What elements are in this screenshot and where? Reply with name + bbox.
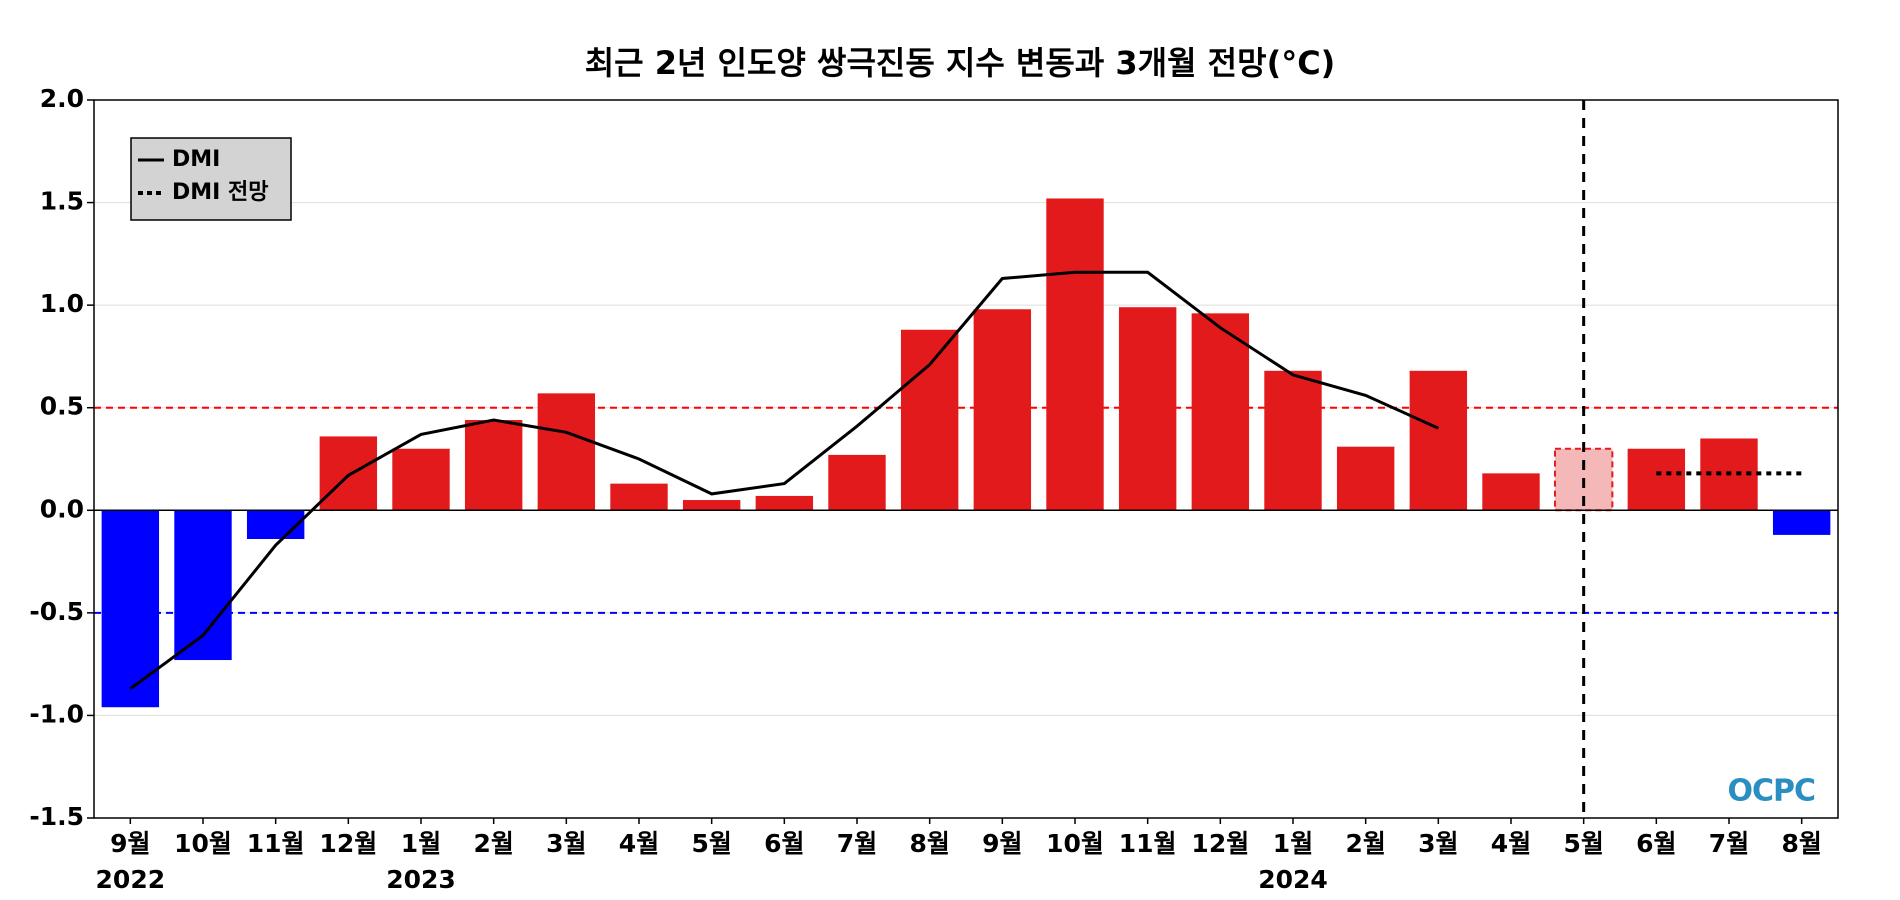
bar [101, 510, 160, 708]
y-tick-label: 1.5 [40, 187, 84, 216]
bar [682, 500, 741, 511]
bar [1336, 446, 1395, 511]
bar [392, 448, 450, 511]
bar [1118, 307, 1177, 511]
x-tick-label: 11월 [1119, 829, 1177, 858]
x-tick-label: 3월 [1418, 829, 1458, 858]
y-tick-label: -1.0 [29, 699, 84, 728]
x-tick-label: 2월 [1345, 829, 1385, 858]
bar [246, 510, 305, 540]
y-tick-label: 0.0 [40, 494, 84, 523]
bar [1046, 198, 1104, 511]
x-tick-label: 2월 [473, 829, 513, 858]
bar [828, 454, 886, 511]
x-tick-label: 5월 [691, 829, 731, 858]
x-tick-label: 6월 [764, 829, 804, 858]
year-label: 2024 [1258, 865, 1328, 894]
x-tick-label: 9월 [982, 829, 1022, 858]
bar [1264, 370, 1322, 511]
y-tick-label: 0.5 [40, 392, 84, 421]
y-tick-label: 2.0 [40, 84, 84, 113]
x-tick-label: 1월 [1273, 829, 1313, 858]
bar [319, 436, 378, 511]
x-tick-label: 8월 [909, 829, 949, 858]
logo: OCPC [1727, 774, 1815, 809]
bar [174, 510, 232, 661]
x-tick-label: 7월 [837, 829, 877, 858]
legend-box [130, 137, 292, 221]
x-tick-label: 5월 [1563, 829, 1603, 858]
bar [1482, 473, 1540, 511]
bar [1191, 313, 1250, 511]
bar [610, 483, 668, 511]
x-tick-label: 9월 [110, 829, 150, 858]
x-tick-label: 1월 [401, 829, 441, 858]
x-tick-label: 10월 [174, 829, 232, 858]
legend-label: DMI 전망 [172, 180, 268, 205]
bar [1409, 370, 1468, 511]
x-tick-label: 6월 [1636, 829, 1676, 858]
y-tick-label: -1.5 [29, 802, 84, 831]
x-tick-label: 4월 [619, 829, 659, 858]
x-tick-label: 7월 [1709, 829, 1749, 858]
year-label: 2023 [386, 865, 456, 894]
bar [537, 393, 596, 511]
x-tick-label: 4월 [1491, 829, 1531, 858]
bar [755, 495, 814, 511]
chart-title: 최근 2년 인도양 쌍극진동 지수 변동과 3개월 전망(°C) [585, 44, 1336, 82]
line-series [129, 270, 1439, 691]
year-label: 2022 [96, 865, 166, 894]
bar [973, 309, 1032, 511]
plot-frame [93, 99, 1839, 819]
bar [900, 329, 959, 511]
x-tick-label: 8월 [1781, 829, 1821, 858]
y-tick-label: 1.0 [40, 289, 84, 318]
x-tick-label: 12월 [319, 829, 377, 858]
x-tick-label: 11월 [247, 829, 305, 858]
x-tick-label: 12월 [1191, 829, 1249, 858]
legend-label: DMI [172, 147, 220, 172]
y-tick-label: -0.5 [29, 597, 84, 626]
bar [464, 420, 523, 511]
bar [1772, 510, 1831, 535]
bar [1627, 448, 1686, 511]
x-tick-label: 10월 [1046, 829, 1104, 858]
x-tick-label: 3월 [546, 829, 586, 858]
